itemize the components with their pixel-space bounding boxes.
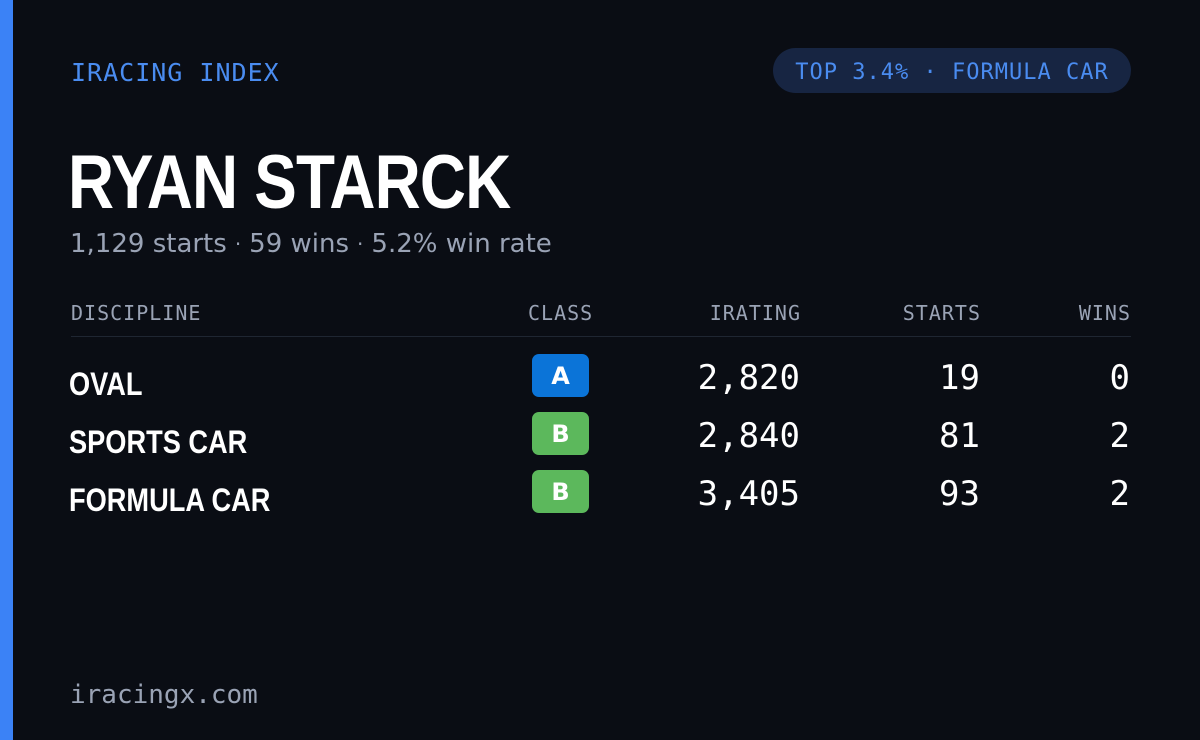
starts-value: 93 xyxy=(939,474,980,514)
wins-value: 2 xyxy=(1109,416,1130,456)
discipline-name: OVAL xyxy=(69,366,143,402)
column-header-irating: IRATING xyxy=(709,301,801,325)
driver-summary: 1,129 starts · 59 wins · 5.2% win rate xyxy=(70,226,552,262)
wins-value: 0 xyxy=(1109,358,1130,398)
column-header-class: CLASS xyxy=(528,301,594,325)
table-row: OVAL A 2,820 19 0 xyxy=(69,350,1131,408)
starts-value: 19 xyxy=(939,358,980,398)
wins-summary: 59 wins xyxy=(249,229,350,259)
discipline-name: SPORTS CAR xyxy=(69,424,248,460)
table-row: SPORTS CAR B 2,840 81 2 xyxy=(69,408,1131,466)
starts-value: 81 xyxy=(939,416,980,456)
starts-summary: 1,129 starts xyxy=(70,229,227,259)
class-badge: A xyxy=(532,354,589,397)
column-header-wins: WINS xyxy=(1078,301,1131,325)
wins-value: 2 xyxy=(1109,474,1130,514)
discipline-table: OVAL A 2,820 19 0 SPORTS CAR B 2,840 81 … xyxy=(69,350,1131,524)
summary-separator: · xyxy=(357,232,364,256)
driver-name: RYAN STARCK xyxy=(68,140,511,225)
irating-value: 3,405 xyxy=(697,474,800,514)
column-header-starts: STARTS xyxy=(902,301,981,325)
accent-bar xyxy=(0,0,13,740)
column-header-discipline: DISCIPLINE xyxy=(71,301,202,325)
rank-badge: TOP 3.4% · FORMULA CAR xyxy=(773,48,1131,93)
summary-separator: · xyxy=(234,232,242,256)
win-rate-summary: 5.2% win rate xyxy=(371,229,552,259)
brand-title: IRACING INDEX xyxy=(71,58,280,87)
class-badge: B xyxy=(532,470,589,513)
discipline-name: FORMULA CAR xyxy=(69,482,271,518)
class-badge: B xyxy=(532,412,589,455)
table-header: DISCIPLINE CLASS IRATING STARTS WINS xyxy=(71,300,1131,337)
irating-value: 2,840 xyxy=(697,416,800,456)
table-row: FORMULA CAR B 3,405 93 2 xyxy=(69,466,1131,524)
irating-value: 2,820 xyxy=(697,358,800,398)
footer-url: iracingx.com xyxy=(70,680,258,710)
